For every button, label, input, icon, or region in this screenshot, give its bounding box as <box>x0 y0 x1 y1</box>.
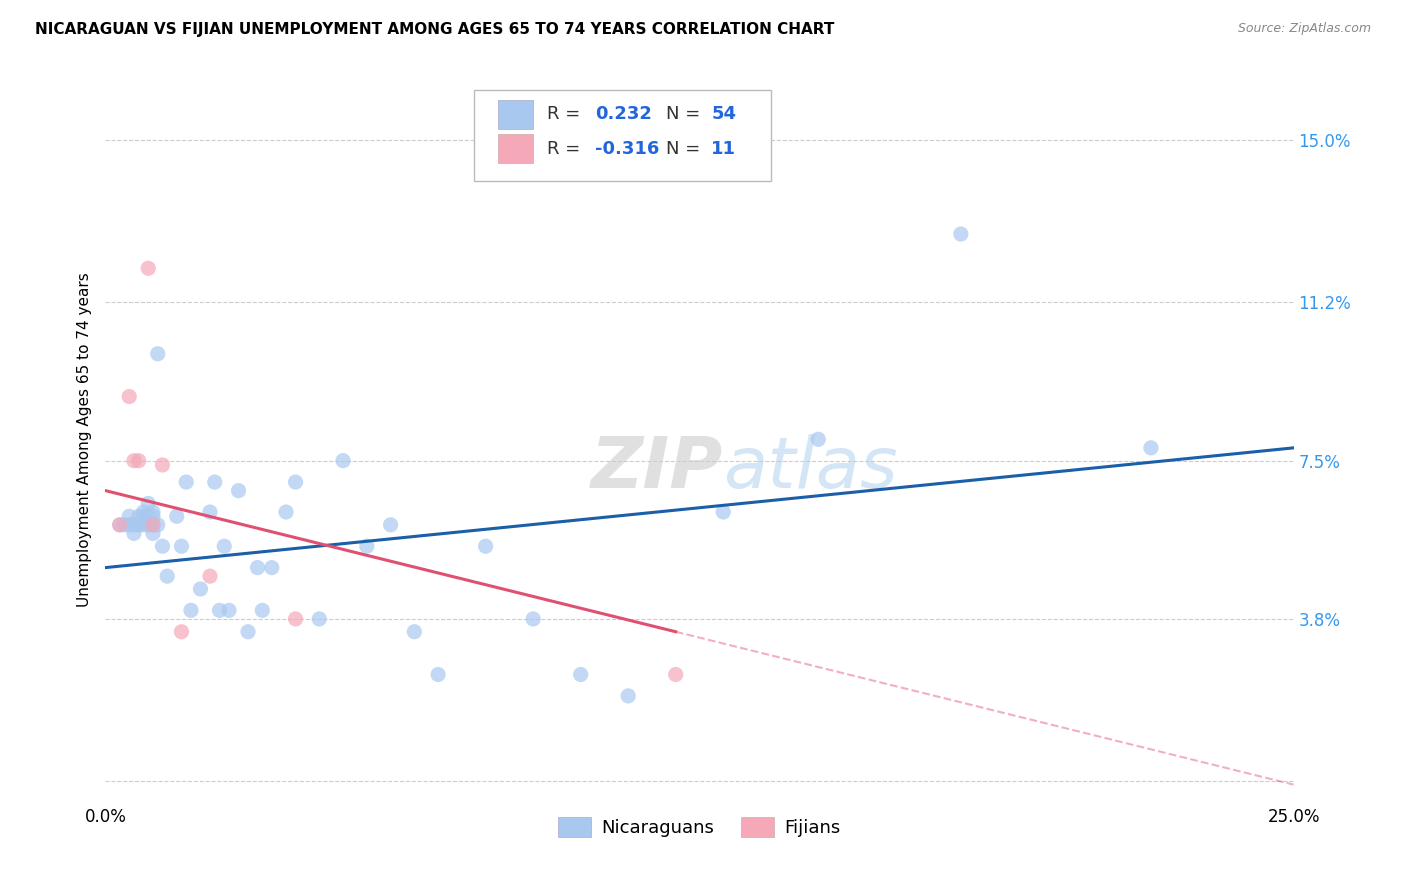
FancyBboxPatch shape <box>498 134 533 163</box>
Text: NICARAGUAN VS FIJIAN UNEMPLOYMENT AMONG AGES 65 TO 74 YEARS CORRELATION CHART: NICARAGUAN VS FIJIAN UNEMPLOYMENT AMONG … <box>35 22 835 37</box>
FancyBboxPatch shape <box>498 100 533 128</box>
Point <box>260 560 283 574</box>
Text: 54: 54 <box>711 105 737 123</box>
Point <box>136 261 159 276</box>
Point <box>166 509 188 524</box>
Point <box>132 509 155 524</box>
Point <box>136 517 159 532</box>
Point <box>132 505 155 519</box>
Point <box>118 509 141 524</box>
Point <box>208 603 231 617</box>
Point <box>174 475 197 489</box>
Point <box>114 517 136 532</box>
Point <box>522 612 544 626</box>
Point <box>170 624 193 639</box>
Point <box>949 227 972 241</box>
Point <box>156 569 179 583</box>
Point <box>136 509 159 524</box>
Point <box>356 539 378 553</box>
Point <box>274 505 297 519</box>
Point <box>118 517 141 532</box>
Text: 0.232: 0.232 <box>595 105 652 123</box>
Point <box>190 582 212 596</box>
Point <box>142 517 165 532</box>
Point <box>246 560 269 574</box>
Text: N =: N = <box>666 139 700 158</box>
Point <box>152 539 174 553</box>
Point <box>711 505 734 519</box>
Point <box>170 539 193 553</box>
Point <box>132 517 155 532</box>
Text: -0.316: -0.316 <box>595 139 659 158</box>
Point <box>180 603 202 617</box>
Point <box>236 624 259 639</box>
Point <box>252 603 274 617</box>
Point <box>665 667 688 681</box>
Point <box>128 453 150 467</box>
Point <box>108 517 131 532</box>
Point <box>128 517 150 532</box>
Text: atlas: atlas <box>723 434 898 503</box>
Point <box>218 603 240 617</box>
Point <box>427 667 450 681</box>
Legend: Nicaraguans, Fijians: Nicaraguans, Fijians <box>551 809 848 845</box>
Point <box>128 517 150 532</box>
Text: ZIP: ZIP <box>591 434 723 503</box>
Y-axis label: Unemployment Among Ages 65 to 74 years: Unemployment Among Ages 65 to 74 years <box>76 272 91 607</box>
Point <box>569 667 592 681</box>
Text: N =: N = <box>666 105 700 123</box>
Point <box>122 526 145 541</box>
Point <box>284 612 307 626</box>
Point <box>152 458 174 472</box>
Point <box>146 517 169 532</box>
Point <box>380 517 402 532</box>
Point <box>807 432 830 446</box>
Point <box>118 390 141 404</box>
Point <box>198 505 221 519</box>
Point <box>228 483 250 498</box>
Point <box>284 475 307 489</box>
FancyBboxPatch shape <box>474 90 770 181</box>
Point <box>136 496 159 510</box>
Point <box>142 517 165 532</box>
Point <box>142 509 165 524</box>
Point <box>474 539 496 553</box>
Text: R =: R = <box>547 105 581 123</box>
Text: Source: ZipAtlas.com: Source: ZipAtlas.com <box>1237 22 1371 36</box>
Point <box>1140 441 1163 455</box>
Point <box>617 689 640 703</box>
Point <box>404 624 426 639</box>
Point <box>122 453 145 467</box>
Point <box>332 453 354 467</box>
Point <box>204 475 226 489</box>
Point <box>214 539 236 553</box>
Point <box>146 347 169 361</box>
Point <box>128 509 150 524</box>
Point <box>198 569 221 583</box>
Point <box>108 517 131 532</box>
Text: 11: 11 <box>711 139 737 158</box>
Point <box>142 505 165 519</box>
Point <box>308 612 330 626</box>
Text: R =: R = <box>547 139 581 158</box>
Point <box>142 526 165 541</box>
Point <box>122 517 145 532</box>
